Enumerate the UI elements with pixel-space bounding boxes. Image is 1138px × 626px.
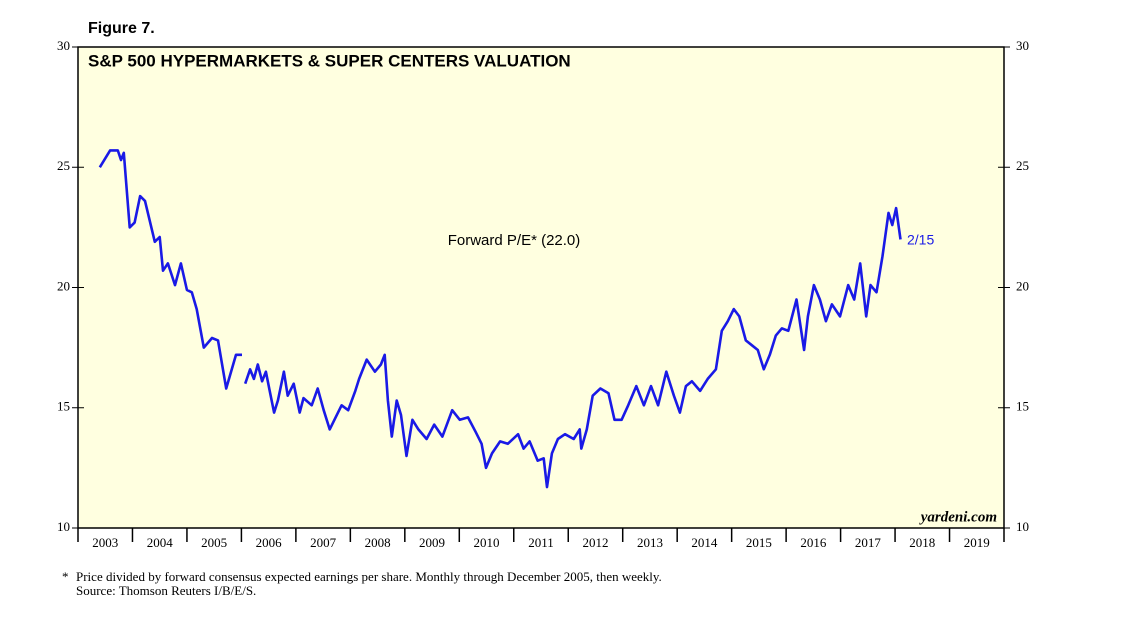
annotation: Forward P/E* (22.0) <box>448 232 581 249</box>
x-tick-label: 2009 <box>419 535 445 550</box>
x-tick-label: 2005 <box>201 535 227 550</box>
x-tick-label: 2010 <box>474 535 500 550</box>
x-tick-label: 2011 <box>528 535 554 550</box>
x-tick-label: 2017 <box>855 535 882 550</box>
x-tick-label: 2003 <box>92 535 118 550</box>
y-tick-label: 30 <box>57 38 70 53</box>
y-tick-label: 15 <box>57 399 70 414</box>
y-tick-label-right: 30 <box>1016 38 1029 53</box>
x-tick-label: 2018 <box>909 535 935 550</box>
y-tick-label: 25 <box>57 158 70 173</box>
y-tick-label: 10 <box>57 519 70 534</box>
footnote: Source: Thomson Reuters I/B/E/S. <box>76 583 256 598</box>
x-tick-label: 2015 <box>746 535 772 550</box>
y-tick-label-right: 10 <box>1016 519 1029 534</box>
footnote-marker: * <box>62 569 69 584</box>
x-tick-label: 2016 <box>800 535 827 550</box>
x-tick-label: 2012 <box>582 535 608 550</box>
x-tick-label: 2014 <box>691 535 718 550</box>
watermark: yardeni.com <box>919 509 997 525</box>
figure-label: Figure 7. <box>88 20 155 37</box>
last-date-label: 2/15 <box>907 232 934 248</box>
pe-line <box>98 149 902 489</box>
x-tick-label: 2006 <box>256 535 283 550</box>
y-tick-label-right: 20 <box>1016 278 1029 293</box>
y-tick-label-right: 15 <box>1016 399 1029 414</box>
plot-area <box>77 46 1005 529</box>
x-tick-label: 2019 <box>964 535 990 550</box>
x-tick-label: 2007 <box>310 535 337 550</box>
y-tick-label-right: 25 <box>1016 158 1029 173</box>
chart-title: S&P 500 HYPERMARKETS & SUPER CENTERS VAL… <box>88 51 571 70</box>
footnote: Price divided by forward consensus expec… <box>76 569 662 584</box>
y-tick-label: 20 <box>57 278 70 293</box>
x-tick-label: 2008 <box>365 535 391 550</box>
x-tick-label: 2004 <box>147 535 174 550</box>
x-tick-label: 2013 <box>637 535 663 550</box>
